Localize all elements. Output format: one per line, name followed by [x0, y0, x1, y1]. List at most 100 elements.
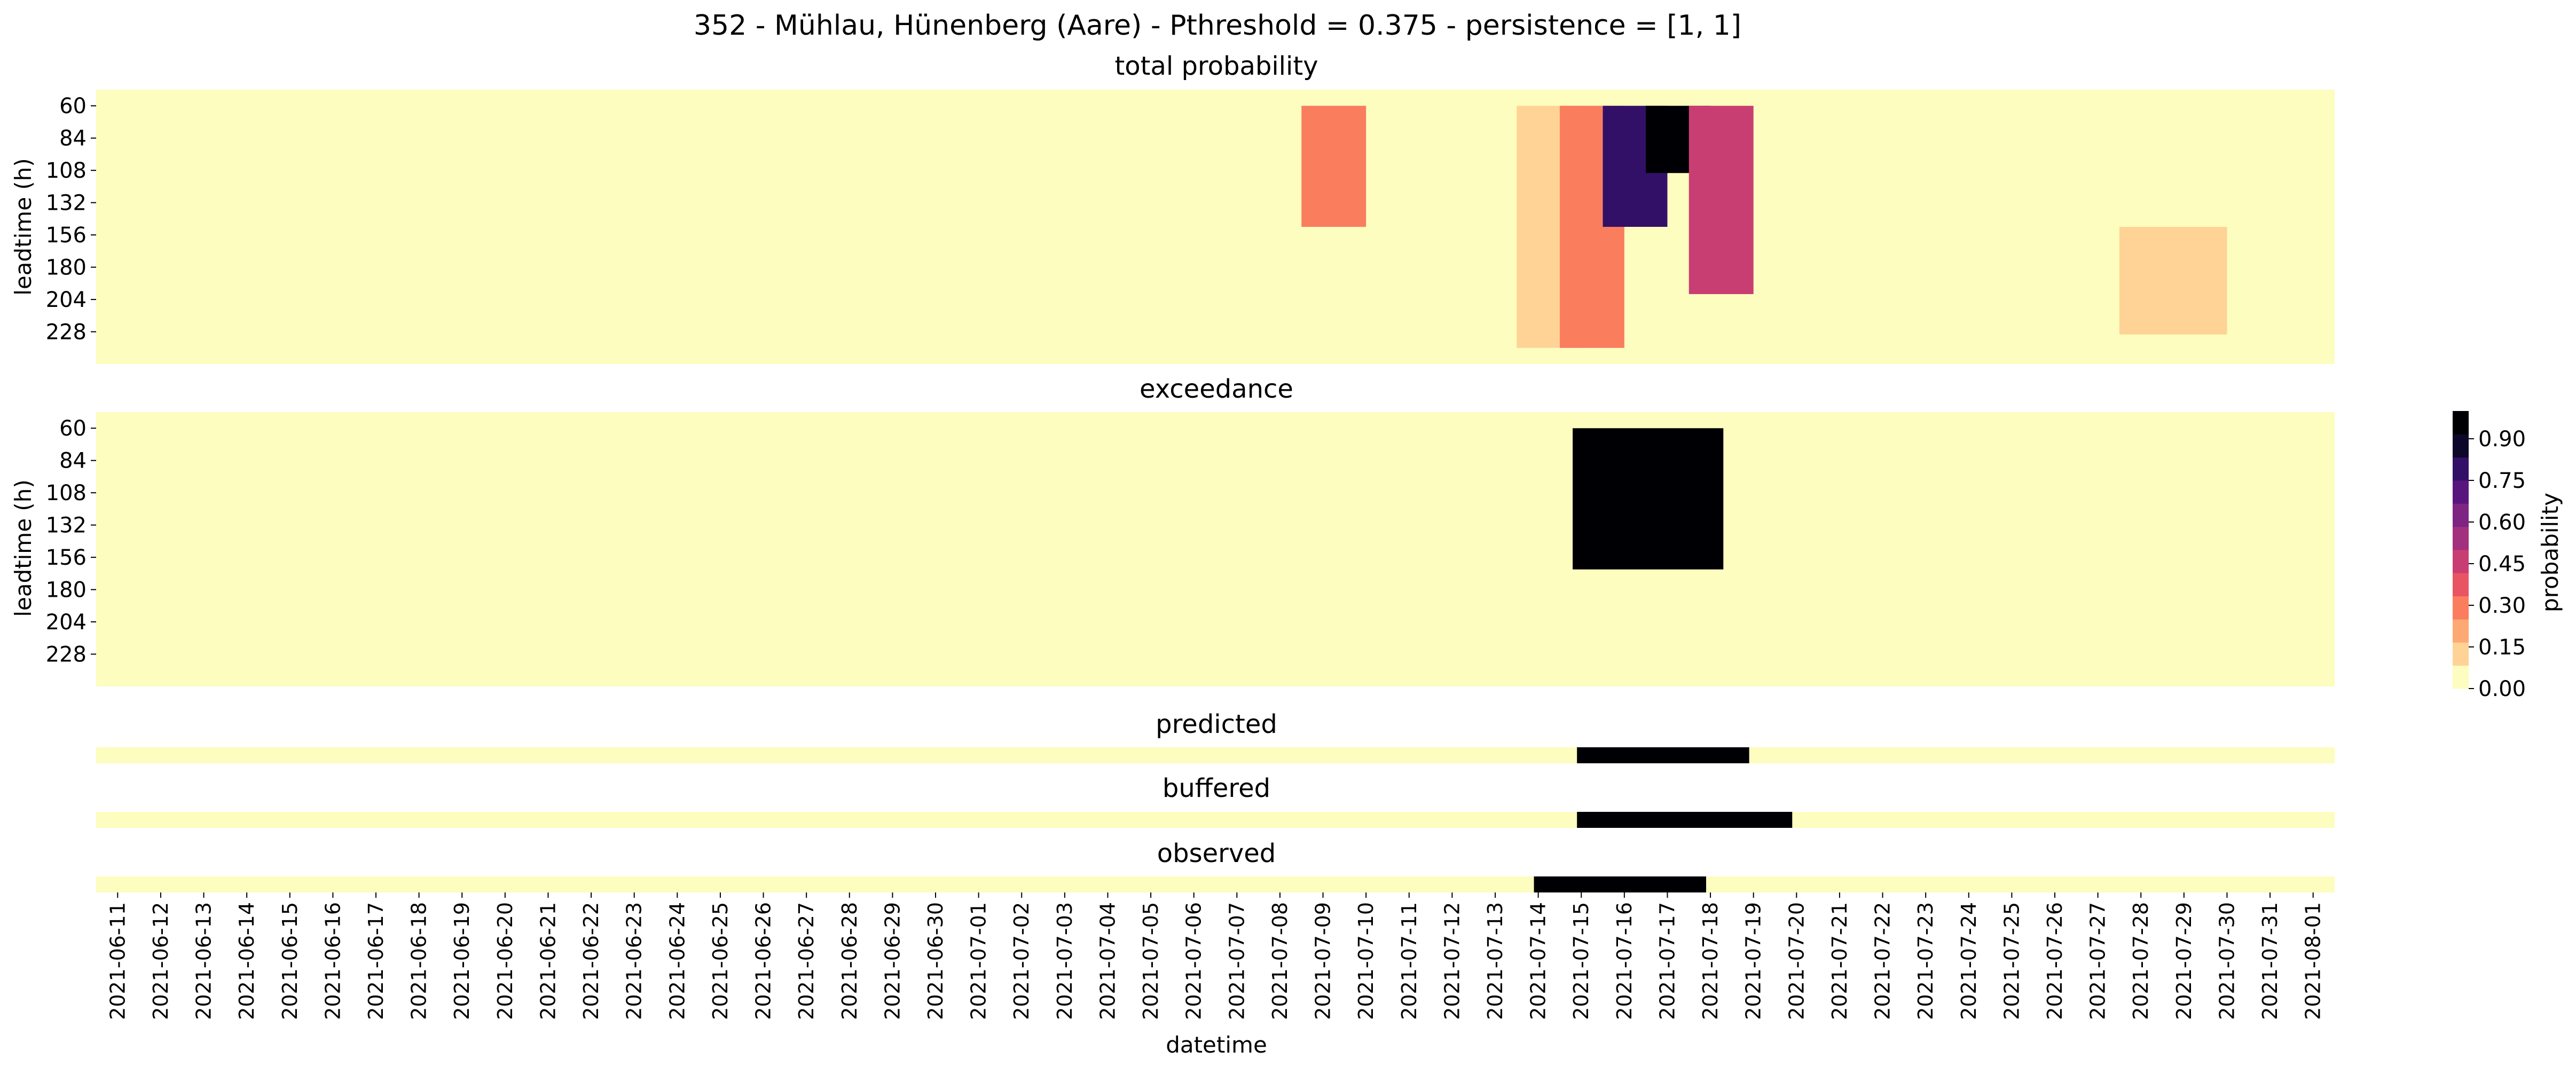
strip-segment	[1577, 747, 1749, 763]
colorbar-segment	[2453, 596, 2469, 620]
x-tick-label: 2021-07-13	[1483, 902, 1507, 1020]
colorbar-label: probability	[2537, 493, 2563, 612]
probability-cell	[1688, 106, 1754, 294]
x-tick-label: 2021-07-21	[1828, 902, 1851, 1020]
y-tick-label: 108	[46, 159, 87, 183]
x-tick-label: 2021-06-16	[321, 902, 344, 1020]
y-tick-labels: 60 84 108 132 156 180 204 228 60 84 108 132 156 180 20…	[46, 94, 96, 667]
x-tick-label: 2021-07-05	[1139, 902, 1163, 1020]
x-tick-label: 2021-06-23	[623, 902, 646, 1020]
colorbar-segment	[2453, 434, 2469, 458]
x-tick-labels: 2021-06-11 2021-06-12 2021-06-13 2021-06-14…	[106, 892, 2325, 1020]
panel-title-observed: observed	[1157, 839, 1276, 868]
x-tick-label: 2021-07-26	[2043, 902, 2067, 1020]
x-tick-label: 2021-06-26	[752, 902, 775, 1020]
y-tick-label: 180	[46, 578, 87, 603]
total-probability-heatmap	[96, 90, 2335, 364]
y-tick-label: 60	[59, 94, 87, 118]
x-tick-label: 2021-07-30	[2215, 902, 2239, 1020]
exceedance-cell	[1573, 428, 1724, 570]
x-tick-label: 2021-06-24	[665, 902, 689, 1020]
x-tick-label: 2021-07-04	[1096, 902, 1119, 1020]
x-tick-label: 2021-06-18	[407, 902, 431, 1020]
x-tick-label: 2021-07-25	[2000, 902, 2023, 1020]
x-tick-label: 2021-07-06	[1182, 902, 1206, 1020]
panel-title-predicted: predicted	[1156, 709, 1277, 739]
x-tick-label: 2021-07-24	[1957, 902, 1981, 1020]
colorbar-tick-label: 0.60	[2478, 510, 2526, 535]
colorbar: 0.00 0.15 0.30 0.45 0.60 0.75 0.90	[2453, 411, 2526, 701]
x-tick-label: 2021-07-08	[1268, 902, 1292, 1020]
x-tick-label: 2021-07-11	[1397, 902, 1421, 1020]
probability-cell	[2119, 227, 2227, 335]
x-tick-label: 2021-06-13	[192, 902, 216, 1020]
colorbar-segment	[2453, 526, 2469, 550]
y-axis-label-exceedance: leadtime (h)	[10, 479, 36, 617]
y-tick-label: 204	[46, 288, 87, 312]
x-tick-label: 2021-07-19	[1742, 902, 1765, 1020]
x-axis-label: datetime	[1166, 1032, 1267, 1058]
x-tick-label: 2021-07-02	[1010, 902, 1033, 1020]
y-tick-label: 204	[46, 610, 87, 635]
x-tick-label: 2021-06-21	[536, 902, 560, 1020]
colorbar-segment	[2453, 642, 2469, 666]
x-tick-label: 2021-07-16	[1613, 902, 1636, 1020]
colorbar-segment	[2453, 550, 2469, 573]
x-tick-label: 2021-07-29	[2172, 902, 2196, 1020]
x-tick-label: 2021-06-29	[881, 902, 904, 1020]
y-tick-label: 132	[46, 513, 87, 538]
x-tick-label: 2021-08-01	[2302, 902, 2325, 1020]
y-tick-label: 156	[46, 223, 87, 248]
x-tick-label: 2021-06-28	[838, 902, 861, 1020]
colorbar-segment	[2453, 619, 2469, 643]
x-tick-label: 2021-06-14	[235, 902, 258, 1020]
x-tick-label: 2021-07-31	[2258, 902, 2282, 1020]
y-tick-label: 132	[46, 191, 87, 216]
x-tick-label: 2021-07-17	[1655, 902, 1679, 1020]
x-tick-label: 2021-06-17	[364, 902, 388, 1020]
y-tick-label: 84	[59, 127, 87, 151]
colorbar-tick-label: 0.00	[2478, 677, 2526, 701]
x-tick-label: 2021-07-01	[967, 902, 991, 1020]
x-tick-label: 2021-06-30	[924, 902, 947, 1020]
y-tick-label: 228	[46, 643, 87, 667]
colorbar-tick-label: 0.90	[2478, 427, 2526, 452]
x-tick-label: 2021-06-12	[149, 902, 172, 1020]
x-tick-label: 2021-06-15	[278, 902, 302, 1020]
colorbar-tick-label: 0.30	[2478, 594, 2526, 618]
colorbar-segment	[2453, 411, 2469, 434]
x-tick-label: 2021-07-20	[1785, 902, 1808, 1020]
colorbar-tick-label: 0.45	[2478, 552, 2526, 576]
y-tick-label: 156	[46, 546, 87, 570]
colorbar-segment	[2453, 457, 2469, 481]
probability-cell	[1301, 106, 1366, 227]
x-tick-label: 2021-07-07	[1225, 902, 1248, 1020]
observed-strip	[96, 876, 2335, 892]
strip-segment	[1534, 876, 1707, 892]
y-axis-label-probability: leadtime (h)	[10, 158, 36, 296]
strip-segment	[1577, 812, 1793, 828]
exceedance-heatmap	[96, 412, 2335, 686]
x-tick-label: 2021-06-27	[795, 902, 818, 1020]
colorbar-segment	[2453, 503, 2469, 527]
x-tick-label: 2021-07-10	[1354, 902, 1378, 1020]
y-tick-label: 84	[59, 449, 87, 473]
figure-title: 352 - Mühlau, Hünenberg (Aare) - Pthresh…	[694, 10, 1741, 42]
x-tick-label: 2021-07-12	[1440, 902, 1464, 1020]
x-tick-label: 2021-07-03	[1053, 902, 1077, 1020]
strip-background	[96, 747, 2335, 763]
x-tick-label: 2021-07-18	[1699, 902, 1722, 1020]
panel-title-buffered: buffered	[1163, 773, 1270, 803]
x-tick-label: 2021-07-14	[1527, 902, 1550, 1020]
panel-title-total-probability: total probability	[1114, 51, 1318, 81]
x-tick-label: 2021-06-20	[493, 902, 517, 1020]
x-tick-label: 2021-07-09	[1311, 902, 1335, 1020]
x-tick-label: 2021-06-19	[450, 902, 474, 1020]
y-tick-label: 228	[46, 320, 87, 345]
panel-title-exceedance: exceedance	[1140, 374, 1293, 404]
colorbar-tick-label: 0.15	[2478, 635, 2526, 660]
x-tick-label: 2021-07-28	[2129, 902, 2153, 1020]
strip-background	[96, 876, 2335, 892]
y-tick-label: 180	[46, 256, 87, 280]
y-tick-label: 60	[59, 416, 87, 441]
